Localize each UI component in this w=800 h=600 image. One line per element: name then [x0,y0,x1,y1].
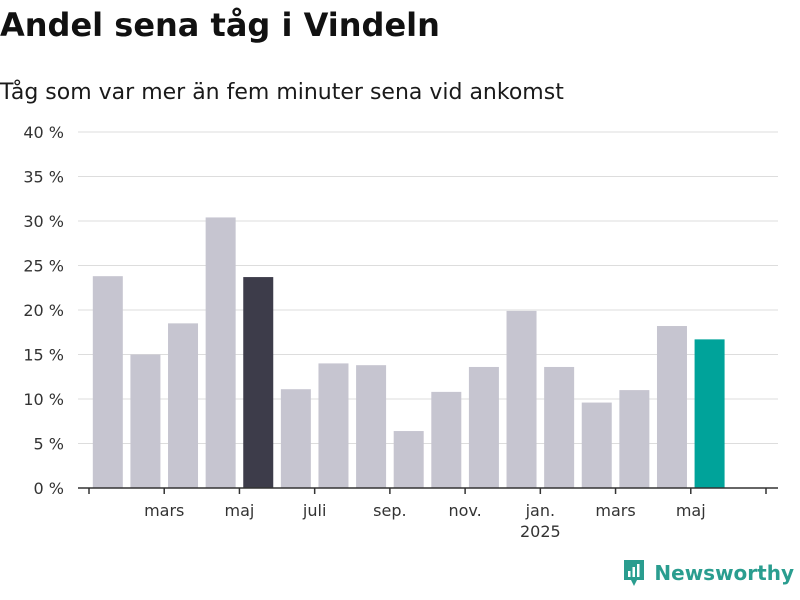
y-tick-label: 15 % [23,346,64,365]
bar-2025-02 [581,402,612,488]
y-tick-label: 20 % [23,301,64,320]
y-tick-label: 10 % [23,390,64,409]
bar-chart: 0 % 5 % 10 % 15 % 20 % 25 % 30 % 35 % 40 % mars ma… [23,123,778,541]
bar-2024-10 [431,391,462,488]
y-tick-label: 30 % [23,212,64,231]
chart-title: Andel sena tåg i Vindeln [0,6,440,44]
y-tick-label: 40 % [23,123,64,142]
brand-logo: Newsworthy [622,558,794,588]
bar-2024-04 [205,217,236,488]
chart-subtitle: Tåg som var mer än fem minuter sena vid … [0,80,564,105]
bars [92,217,725,488]
x-tick-label: maj [676,501,706,520]
brand-name: Newsworthy [654,561,794,585]
x-tick-year-label: 2025 [520,522,561,541]
x-tick-label: maj [225,501,255,520]
bar-2025-05 [694,339,725,488]
x-tick-label: juli [302,501,326,520]
x-tick-label: mars [595,501,635,520]
bar-2024-01 [92,276,123,488]
gridlines [78,131,778,444]
bar-2025-04 [656,326,687,488]
y-tick-label: 0 % [34,479,64,498]
bar-2024-12 [506,310,537,488]
bar-2024-09 [393,431,424,488]
x-tick-label: nov. [448,501,481,520]
bar-2024-06 [280,389,311,488]
bar-2024-11 [468,366,499,488]
bar-2024-07 [318,363,349,488]
y-tick-label: 5 % [34,435,64,454]
bar-2025-01 [544,366,575,488]
newsworthy-logo-icon [624,560,645,586]
bar-2024-03 [168,323,199,488]
x-tick-label: jan. [525,501,555,520]
bar-2024-08 [356,365,387,488]
y-tick-label: 35 % [23,168,64,187]
y-tick-label: 25 % [23,257,64,276]
bar-2024-05 [243,277,274,488]
bar-2025-03 [619,390,650,488]
x-axis [78,487,778,494]
tick-labels: 0 % 5 % 10 % 15 % 20 % 25 % 30 % 35 % 40 % mars ma… [23,123,705,541]
x-tick-label: mars [144,501,184,520]
bar-2024-02 [130,354,161,488]
x-tick-label: sep. [373,501,406,520]
